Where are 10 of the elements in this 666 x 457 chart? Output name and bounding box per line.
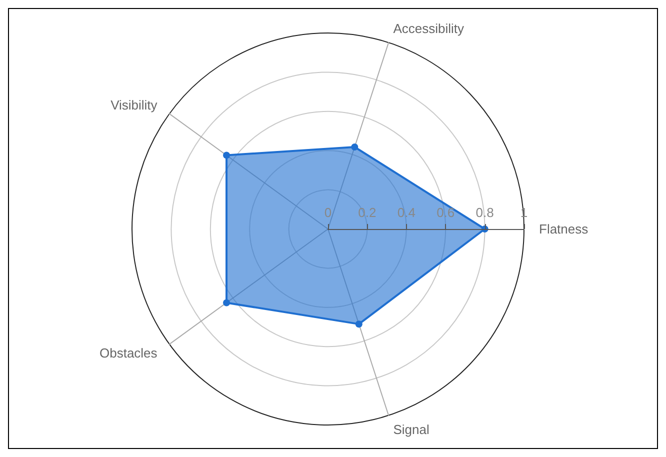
y-tick-label: 0.2 bbox=[358, 205, 376, 220]
spoke-label: Visibility bbox=[110, 97, 158, 112]
spoke-label: Obstacles bbox=[99, 346, 158, 361]
y-tick-label: 0.6 bbox=[436, 205, 455, 220]
spoke-label: Flatness bbox=[539, 222, 589, 236]
y-tick-label: 0 bbox=[324, 205, 332, 220]
spoke-label: Accessibility bbox=[393, 20, 464, 36]
y-tick-label: 0.8 bbox=[476, 205, 494, 220]
spoke-label: Signal bbox=[393, 422, 430, 438]
y-tick-label: 0.4 bbox=[397, 205, 416, 220]
